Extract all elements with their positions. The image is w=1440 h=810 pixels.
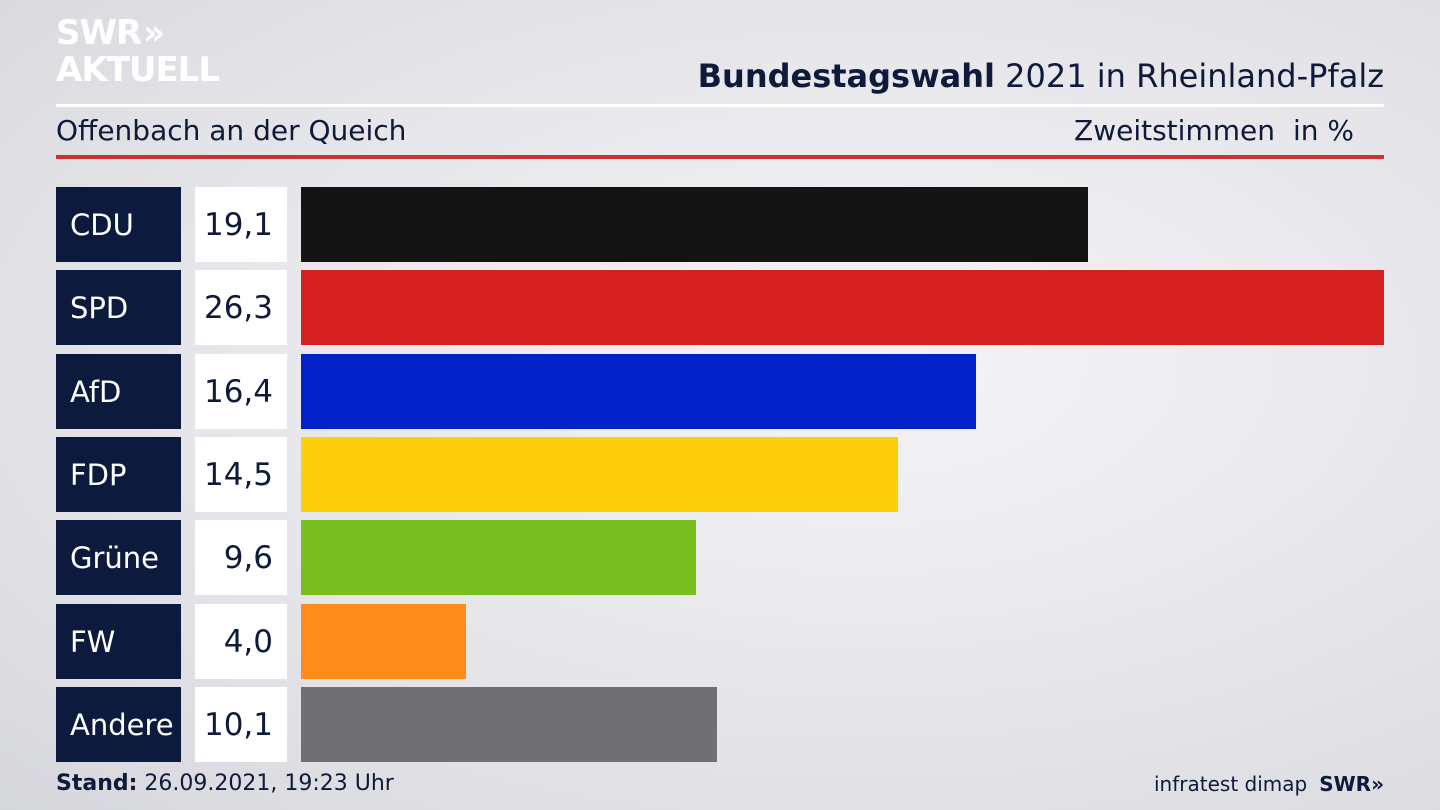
value-label: 10,1 [195, 687, 287, 762]
bar-row: FW 4,0 [56, 604, 1384, 679]
party-label: AfD [56, 354, 181, 429]
measure-text: Zweitstimmen [1074, 114, 1275, 147]
unit-text: in % [1292, 114, 1354, 147]
page-title: Bundestagswahl 2021 in Rheinland-Pfalz [698, 57, 1384, 95]
bar-row: Andere 10,1 [56, 687, 1384, 762]
measure-label: Zweitstimmen in % [1074, 114, 1354, 147]
timestamp: Stand: 26.09.2021, 19:23 Uhr [56, 771, 394, 796]
bar-fw [301, 604, 466, 679]
stand-value: 26.09.2021, 19:23 Uhr [144, 771, 394, 796]
logo-aktuell-text: AKTUELL [56, 50, 220, 90]
region-label: Offenbach an der Queich [56, 114, 407, 147]
subheader-divider [56, 155, 1384, 159]
party-label: FW [56, 604, 181, 679]
header-divider [56, 104, 1384, 107]
bar-row: Grüne 9,6 [56, 520, 1384, 595]
logo-chevron-icon: » [143, 13, 165, 53]
swr-small-logo: SWR» [1319, 772, 1384, 796]
bar-fdp [301, 437, 898, 512]
bar-row: FDP 14,5 [56, 437, 1384, 512]
swr-small-text: SWR [1319, 772, 1372, 796]
bar-row: SPD 26,3 [56, 270, 1384, 345]
bar-grüne [301, 520, 696, 595]
source-credits: infratest dimap SWR» [1154, 772, 1384, 796]
party-label: SPD [56, 270, 181, 345]
value-label: 19,1 [195, 187, 287, 262]
bar-andere [301, 687, 717, 762]
party-label: Grüne [56, 520, 181, 595]
swr-aktuell-logo: SWR» AKTUELL [56, 13, 220, 90]
bar-row: CDU 19,1 [56, 187, 1384, 262]
value-label: 4,0 [195, 604, 287, 679]
swr-chevron-icon: » [1371, 772, 1384, 796]
bar-cdu [301, 187, 1088, 262]
bar-row: AfD 16,4 [56, 354, 1384, 429]
party-label: Andere [56, 687, 181, 762]
bar-spd [301, 270, 1384, 345]
value-label: 26,3 [195, 270, 287, 345]
title-bold: Bundestagswahl [697, 57, 995, 95]
bar-afd [301, 354, 976, 429]
value-label: 14,5 [195, 437, 287, 512]
title-rest: 2021 in Rheinland-Pfalz [1005, 57, 1384, 95]
party-label: CDU [56, 187, 181, 262]
value-label: 16,4 [195, 354, 287, 429]
stand-label: Stand: [56, 771, 138, 796]
source-label: infratest dimap [1154, 772, 1308, 796]
logo-swr-text: SWR [56, 13, 142, 53]
value-label: 9,6 [195, 520, 287, 595]
party-label: FDP [56, 437, 181, 512]
